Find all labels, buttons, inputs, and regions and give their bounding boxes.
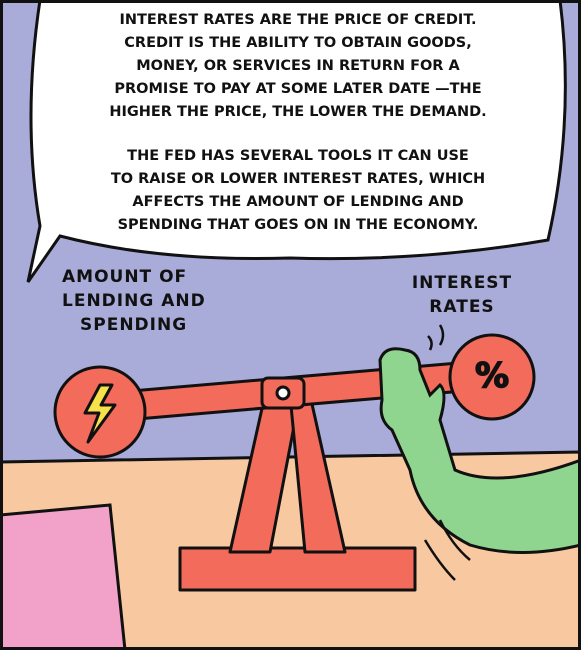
percent-symbol: % [475,356,509,396]
pink-book [0,505,125,650]
comic-panel: INTEREST RATES ARE THE PRICE OF CREDIT. C… [0,0,581,650]
left-label: LENDING AND [62,291,206,311]
bubble-line: PROMISE TO PAY AT SOME LATER DATE —THE [114,81,481,97]
bubble-line: INTEREST RATES ARE THE PRICE OF CREDIT. [119,12,476,28]
bubble-line: AFFECTS THE AMOUNT OF LENDING AND [132,194,463,210]
bubble-line: SPENDING THAT GOES ON IN THE ECONOMY. [118,217,479,233]
right-label: RATES [429,297,494,317]
pivot-hole [277,387,289,399]
left-label: AMOUNT OF [62,267,187,287]
right-label: INTEREST [412,273,512,293]
seesaw-base [180,548,415,590]
left-label: SPENDING [80,315,187,335]
bubble-line: HIGHER THE PRICE, THE LOWER THE DEMAND. [109,104,486,120]
bubble-line: CREDIT IS THE ABILITY TO OBTAIN GOODS, [124,35,471,51]
bubble-line: TO RAISE OR LOWER INTEREST RATES, WHICH [111,171,485,187]
bubble-line: MONEY, OR SERVICES IN RETURN FOR A [136,58,460,74]
bubble-line: THE FED HAS SEVERAL TOOLS IT CAN USE [127,148,469,164]
